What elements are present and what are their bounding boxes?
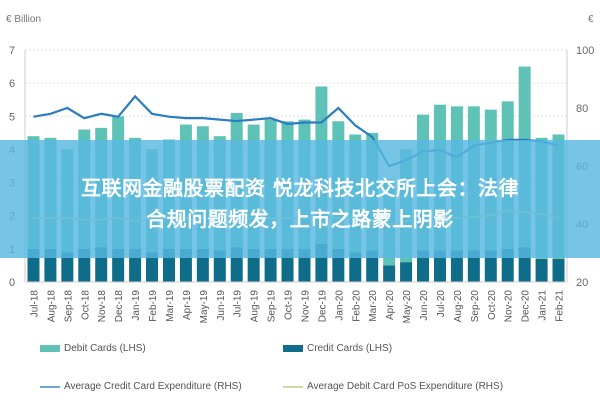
headline-banner: 互联网金融股票配资 悦龙科技北交所上会：法律 合规问题频发，上市之路蒙上阴影 [0,140,600,258]
x-tick-label: Apr-19 [182,290,193,320]
legend-label: Debit Cards (LHS) [64,343,146,354]
bar-credit-cards [146,252,159,282]
x-tick-label: Sep-18 [63,290,74,323]
x-tick-label: Feb-19 [148,290,159,322]
x-tick-label: Jan-21 [538,290,549,321]
x-tick-label: Nov-18 [97,290,108,323]
left-tick-label: 7 [9,45,15,57]
bar-credit-cards [467,250,480,282]
legend-credit-cards: Credit Cards (LHS) [283,343,392,354]
headline-line-1: 互联网金融股票配资 悦龙科技北交所上会：法律 [81,176,519,200]
x-tick-label: Mar-20 [368,290,379,322]
x-tick-label: Oct-19 [284,290,295,320]
x-tick-label: Nov-20 [504,290,515,323]
legend-swatch [40,345,60,352]
bar-credit-cards [417,250,430,282]
left-tick-label: 5 [9,111,15,123]
legend-avg-credit-expenditure: Average Credit Card Expenditure (RHS) [40,381,242,392]
legend-label: Credit Cards (LHS) [307,343,393,354]
legend-label: Average Debit Card PoS Expenditure (RHS) [307,381,504,392]
bar-credit-cards [61,252,74,282]
bar-credit-cards [366,250,379,282]
x-tick-label: Jul-19 [233,290,244,318]
legend-swatch [40,385,60,388]
x-tick-label: May-20 [402,290,413,324]
x-tick-label: Apr-20 [385,290,396,320]
x-tick-label: May-19 [199,290,210,324]
x-tick-label: Feb-20 [351,290,362,322]
x-tick-label: Feb-21 [555,290,566,322]
left-tick-label: 6 [9,78,15,90]
right-tick-label: 100 [576,45,594,57]
x-tick-label: Aug-20 [453,290,464,323]
bar-credit-cards [433,250,446,282]
x-tick-label: Jan-20 [334,290,345,321]
bar-credit-cards [450,250,463,282]
x-tick-label: Nov-19 [300,290,311,323]
bar-credit-cards [535,258,548,282]
x-tick-label: Sep-20 [470,290,481,323]
bar-credit-cards [484,250,497,282]
x-tick-label: Dec-20 [521,290,532,323]
x-tick-label: Dec-18 [114,290,125,323]
left-tick-label: 0 [9,277,15,289]
legend-label: Average Credit Card Expenditure (RHS) [64,381,242,392]
x-tick-label: Oct-20 [487,290,498,320]
x-tick-label: Jul-20 [436,290,447,318]
legend-debit-cards: Debit Cards (LHS) [40,343,146,354]
bar-credit-cards [213,250,226,282]
x-tick-label: Mar-19 [165,290,176,322]
x-tick-label: Aug-19 [250,290,261,323]
x-tick-label: Dec-19 [317,290,328,323]
legend-avg-debit-pos-expenditure: Average Debit Card PoS Expenditure (RHS) [283,381,503,392]
x-tick-label: Jan-19 [131,290,142,321]
bar-credit-cards [400,262,413,282]
bar-credit-cards [552,258,565,282]
x-tick-label: Jun-20 [419,290,430,321]
x-tick-label: Jul-18 [29,290,40,318]
legend-swatch [283,345,303,352]
x-tick-label: Aug-18 [46,290,57,323]
right-axis-unit: € [588,14,594,25]
bar-credit-cards [383,265,396,282]
x-tick-label: Jun-19 [216,290,227,321]
x-tick-label: Oct-18 [80,290,91,320]
bar-credit-cards [349,252,362,282]
x-tick-label: Sep-19 [267,290,278,323]
legend-swatch [283,385,303,388]
right-tick-label: 20 [576,277,588,289]
headline-line-2: 合规问题频发，上市之路蒙上阴影 [146,207,454,231]
left-axis-unit: € Billion [6,14,41,25]
right-tick-label: 80 [576,103,588,115]
